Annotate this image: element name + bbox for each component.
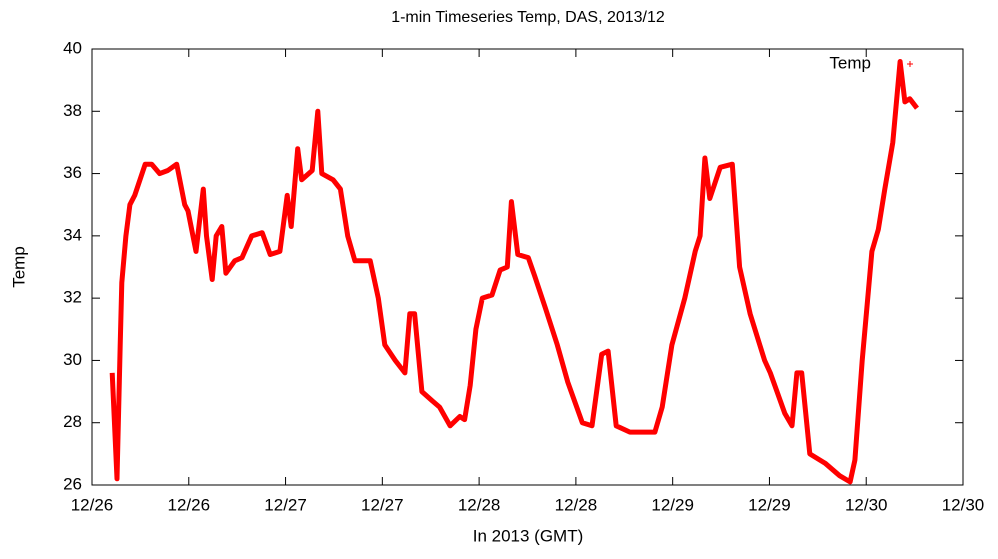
y-tick-label: 34 — [63, 225, 82, 244]
x-tick-label: 12/29 — [748, 495, 791, 514]
x-tick-label: 12/28 — [555, 495, 598, 514]
chart-title: 1-min Timeseries Temp, DAS, 2013/12 — [391, 9, 665, 26]
y-tick-label: 28 — [63, 412, 82, 431]
y-tick-label: 30 — [63, 350, 82, 369]
x-tick-label: 12/27 — [361, 495, 404, 514]
y-tick-label: 38 — [63, 101, 82, 120]
y-tick-label: 40 — [63, 38, 82, 57]
plot-frame — [91, 48, 964, 486]
y-tick-label: 36 — [63, 163, 82, 182]
x-tick-label: 12/27 — [264, 495, 307, 514]
x-tick-label: 12/30 — [942, 495, 985, 514]
y-tick-label: 26 — [63, 474, 82, 493]
x-tick-label: 12/26 — [71, 495, 114, 514]
x-tick-label: 12/29 — [651, 495, 694, 514]
x-tick-label: 12/28 — [458, 495, 501, 514]
x-tick-label: 12/30 — [845, 495, 888, 514]
x-axis-label: In 2013 (GMT) — [473, 526, 584, 545]
legend-marker — [907, 61, 913, 67]
y-tick-label: 32 — [63, 288, 82, 307]
y-axis-label: Temp — [9, 246, 28, 288]
legend-label: Temp — [829, 53, 871, 72]
x-tick-label: 12/26 — [168, 495, 211, 514]
series-line — [109, 59, 919, 485]
